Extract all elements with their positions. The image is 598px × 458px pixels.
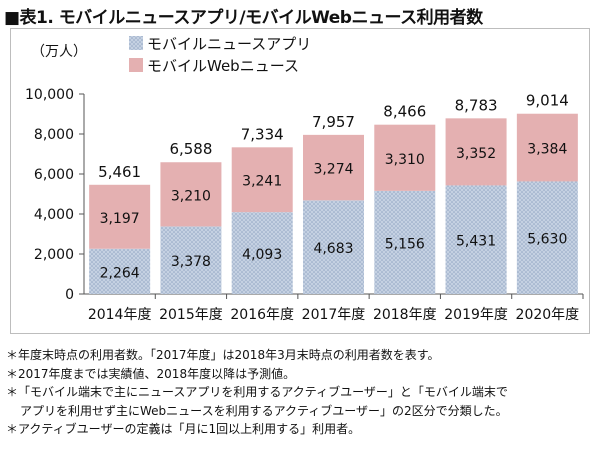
bar-segment-web [231, 147, 293, 213]
bar-segment-app [89, 248, 151, 294]
x-tick-label: 2018年度 [373, 307, 437, 323]
bar-segment-web [89, 184, 151, 249]
data-label-total: 8,783 [455, 96, 498, 114]
stacked-bar-chart: （万人） 0 2,000 4,000 6,000 8,000 10,000 2,264 3,19… [25, 35, 584, 323]
bar-segment-app [516, 181, 578, 294]
chart-title: ■表1. モバイルニュースアプリ/モバイルWebニュース利用者数 [4, 8, 483, 28]
legend-swatch-app [129, 36, 143, 50]
x-tick-label: 2017年度 [302, 307, 366, 323]
x-tick-label: 2015年度 [159, 307, 223, 323]
y-tick-label: 0 [65, 287, 74, 303]
data-label-app: 5,156 [385, 236, 425, 252]
data-label-web: 3,241 [242, 174, 282, 190]
data-label-app: 5,630 [527, 232, 567, 248]
bar-segment-web [516, 113, 578, 182]
data-label-app: 4,683 [313, 241, 353, 257]
x-tick-label: 2020年度 [516, 307, 580, 323]
footnote: ＊「モバイル端末で主にニュースアプリを利用するアクティブユーザー」と「モバイル端… [6, 385, 508, 399]
data-label-total: 8,466 [383, 103, 426, 121]
data-label-web: 3,352 [456, 146, 496, 162]
bar-segment-app [231, 212, 293, 294]
data-label-app: 3,378 [171, 254, 211, 270]
y-tick-label: 2,000 [34, 247, 74, 263]
data-label-app: 5,431 [456, 234, 496, 250]
bar-segment-app [303, 200, 364, 294]
data-label-web: 3,210 [171, 188, 211, 204]
y-tick-label: 8,000 [34, 127, 74, 143]
data-label-total: 7,334 [241, 125, 284, 143]
footnote: ＊2017年度までは実績値、2018年度以降は予測値。 [6, 366, 296, 381]
legend-label-app: モバイルニュースアプリ [147, 35, 311, 53]
footnote: ＊年度末時点の利用者数。「2017年度」は2018年3月末時点の利用者数を表す。 [6, 348, 440, 362]
bar-segment-app [160, 226, 222, 294]
data-label-web: 3,274 [313, 162, 353, 178]
bar-segment-app [445, 185, 507, 294]
x-tick-label: 2019年度 [444, 307, 508, 323]
bar-segment-web [374, 124, 436, 191]
footnote: ＊アクティブユーザーの定義は「月に1回以上利用する」利用者。 [6, 422, 361, 436]
data-label-web: 3,197 [100, 211, 140, 227]
x-tick-label: 2014年度 [88, 307, 152, 323]
footnotes: ＊年度末時点の利用者数。「2017年度」は2018年3月末時点の利用者数を表す。… [6, 346, 592, 439]
data-label-total: 5,461 [98, 163, 141, 181]
data-label-web: 3,384 [527, 142, 567, 158]
data-label-app: 4,093 [242, 247, 282, 263]
data-label-app: 2,264 [100, 265, 140, 281]
data-label-total: 7,957 [312, 113, 355, 131]
chart-area: （万人） 0 2,000 4,000 6,000 8,000 10,000 2,264 3,19… [10, 28, 590, 334]
data-label-total: 9,014 [526, 92, 569, 110]
data-label-web: 3,310 [385, 152, 425, 168]
y-unit-label: （万人） [31, 44, 87, 60]
y-tick-label: 4,000 [34, 207, 74, 223]
data-label-total: 6,588 [169, 140, 212, 158]
bar-segment-web [445, 118, 507, 186]
bar-segment-web [160, 162, 222, 227]
footnote: アプリを利用せず主にWebニュースを利用するアクティブユーザー」の2区分で分類し… [20, 403, 508, 418]
bar-segment-web [303, 134, 364, 201]
x-tick-label: 2016年度 [230, 307, 294, 323]
bar-segment-app [374, 190, 436, 294]
legend-swatch-web [129, 58, 143, 72]
y-tick-label: 10,000 [25, 87, 74, 103]
y-tick-label: 6,000 [34, 167, 74, 183]
legend-label-web: モバイルWebニュース [147, 57, 299, 75]
